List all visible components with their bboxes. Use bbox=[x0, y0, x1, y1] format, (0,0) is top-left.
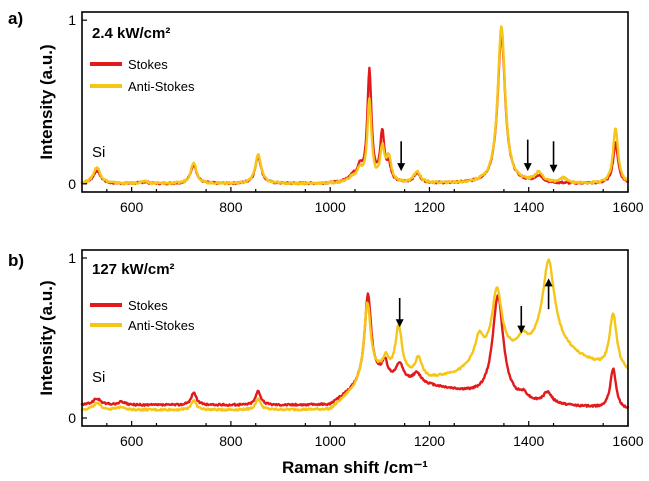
panel-b-ytick-label-1: 1 bbox=[68, 250, 76, 266]
legend-a-antistokes-label: Anti-Stokes bbox=[128, 79, 195, 94]
panel-b-arrow-0 bbox=[395, 298, 404, 328]
panel-b-xtick-label-1000: 1000 bbox=[315, 433, 346, 449]
panel-b-ytick-label-0: 0 bbox=[68, 410, 76, 426]
panel-a-ylabel: Intensity (a.u.) bbox=[37, 44, 56, 159]
panel-b: b) 127 kW/cm² Stokes Anti-Stokes Si 600 8… bbox=[8, 249, 644, 477]
panel-b-label: b) bbox=[8, 251, 24, 270]
panel-a-arrow-1 bbox=[523, 139, 532, 172]
panel-a: a) 2.4 kW/cm² Stokes Anti-Stokes Si 600 8… bbox=[8, 9, 644, 215]
panel-b-si-label: Si bbox=[92, 369, 105, 386]
x-axis-title: Raman shift /cm⁻¹ bbox=[282, 458, 428, 477]
panel-a-series-antistokes bbox=[80, 25, 629, 186]
panel-b-plot bbox=[80, 258, 629, 412]
panel-b-ticks: 600 800 1000 1200 1400 1600 0 1 bbox=[68, 250, 644, 449]
panel-b-xtick-label-1200: 1200 bbox=[414, 433, 445, 449]
panel-a-label: a) bbox=[8, 9, 23, 28]
panel-a-arrow-0 bbox=[397, 141, 406, 172]
panel-a-xtick-label-1400: 1400 bbox=[513, 199, 544, 215]
panel-a-xtick-label-1000: 1000 bbox=[315, 199, 346, 215]
panel-a-arrow-2 bbox=[549, 141, 558, 173]
panel-b-arrow-1 bbox=[517, 306, 526, 334]
panel-b-arrow-2 bbox=[544, 278, 553, 310]
panel-a-si-label: Si bbox=[92, 144, 105, 161]
panel-b-xtick-label-1600: 1600 bbox=[612, 433, 643, 449]
legend-a-stokes-label: Stokes bbox=[128, 57, 168, 72]
panel-a-power-label: 2.4 kW/cm² bbox=[92, 25, 170, 42]
panel-a-xtick-label-1600: 1600 bbox=[612, 199, 643, 215]
panel-b-xtick-label-600: 600 bbox=[120, 433, 144, 449]
panel-b-xtick-label-1400: 1400 bbox=[513, 433, 544, 449]
panel-a-xtick-label-1200: 1200 bbox=[414, 199, 445, 215]
panel-b-ylabel: Intensity (a.u.) bbox=[37, 280, 56, 395]
panel-a-legend: Stokes Anti-Stokes bbox=[90, 57, 195, 94]
panel-b-legend: Stokes Anti-Stokes bbox=[90, 298, 195, 333]
panel-a-ticks: 600 800 1000 1200 1400 1600 0 1 bbox=[68, 12, 644, 215]
panel-a-xtick-label-600: 600 bbox=[120, 199, 144, 215]
panel-a-plot bbox=[80, 25, 629, 186]
legend-b-stokes-label: Stokes bbox=[128, 298, 168, 313]
legend-b-antistokes-label: Anti-Stokes bbox=[128, 318, 195, 333]
panel-b-xtick-label-800: 800 bbox=[219, 433, 243, 449]
panel-a-ytick-label-1: 1 bbox=[68, 12, 76, 28]
panel-a-xtick-label-800: 800 bbox=[219, 199, 243, 215]
panel-b-series-antistokes bbox=[80, 258, 629, 412]
panel-a-ytick-label-0: 0 bbox=[68, 176, 76, 192]
panel-b-power-label: 127 kW/cm² bbox=[92, 261, 175, 278]
